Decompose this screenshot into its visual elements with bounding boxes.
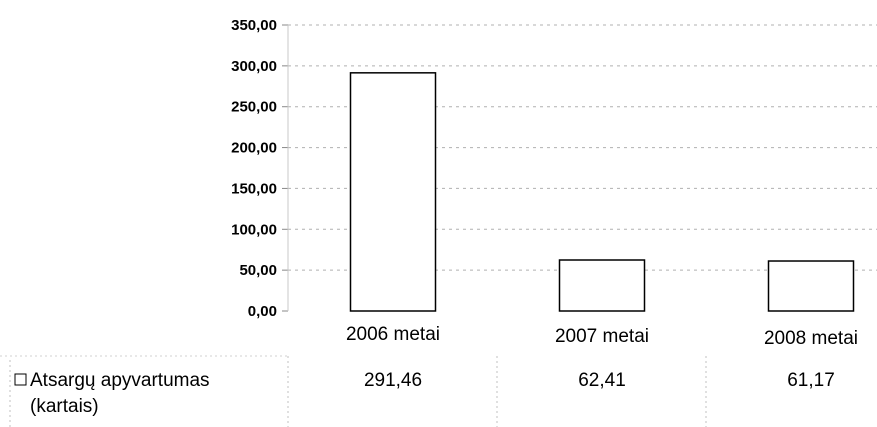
category-labels: 2006 metai 2007 metai 2008 metai: [346, 324, 858, 349]
y-tick-label: 50,00: [239, 262, 277, 279]
y-tick-label: 300,00: [231, 58, 277, 75]
y-tick-label: 100,00: [231, 221, 277, 238]
y-tick-label: 0,00: [248, 303, 277, 320]
data-value-label: 291,46: [364, 370, 422, 391]
legend-label: Atsargų apyvartumas: [30, 370, 210, 391]
bars: [349, 72, 855, 312]
data-value-label: 62,41: [578, 370, 626, 391]
legend-swatch: [14, 373, 27, 386]
bar: [349, 72, 437, 312]
data-table: Atsargų apyvartumas (kartais) 291,46 62,41 6…: [0, 355, 835, 427]
x-category-label: 2006 metai: [346, 324, 440, 345]
bar: [767, 260, 855, 312]
x-category-label: 2008 metai: [764, 328, 858, 349]
y-tick-label: 200,00: [231, 140, 277, 157]
y-tick-label: 150,00: [231, 180, 277, 197]
y-axis: 0,00 50,00 100,00 150,00 200,00 250,00 300,00 3…: [231, 17, 289, 320]
y-tick-label: 350,00: [231, 17, 277, 34]
legend-label: (kartais): [30, 396, 99, 417]
x-category-label: 2007 metai: [555, 326, 649, 347]
bar: [558, 259, 646, 312]
y-tick-label: 250,00: [231, 99, 277, 116]
data-value-label: 61,17: [787, 370, 835, 391]
